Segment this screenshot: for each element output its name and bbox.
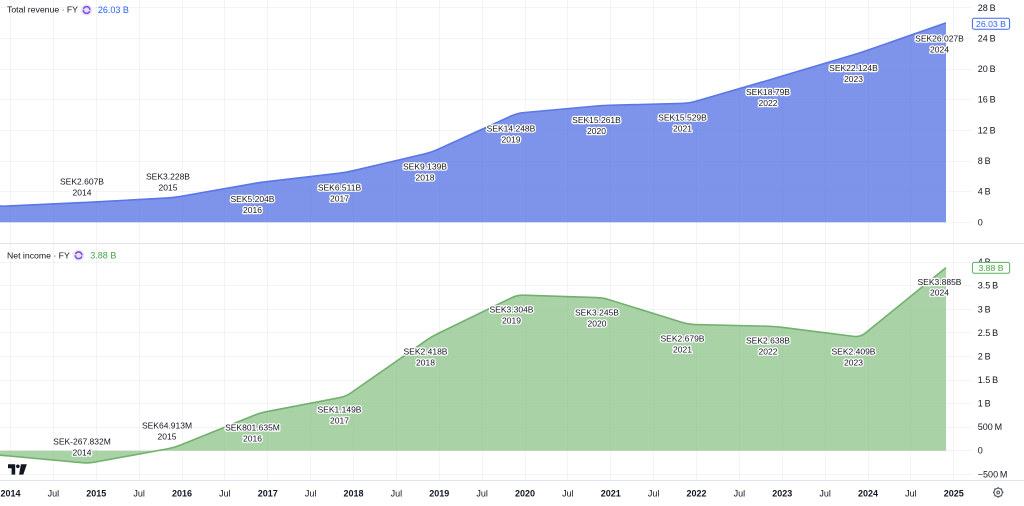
svg-text:2014: 2014 — [73, 188, 92, 198]
svg-text:2015: 2015 — [158, 432, 177, 442]
svg-text:2022: 2022 — [759, 347, 778, 357]
svg-text:SEK801.635M: SEK801.635M — [225, 423, 280, 433]
svg-text:2017: 2017 — [330, 416, 349, 426]
svg-text:Jul: Jul — [219, 488, 231, 498]
svg-text:SEK22.124B: SEK22.124B — [829, 63, 878, 73]
svg-text:2.5 B: 2.5 B — [978, 328, 998, 338]
svg-text:SEK5.204B: SEK5.204B — [231, 194, 275, 204]
svg-text:SEK6.511B: SEK6.511B — [318, 183, 362, 193]
svg-text:2015: 2015 — [86, 488, 106, 498]
svg-text:2019: 2019 — [502, 316, 521, 326]
svg-text:2016: 2016 — [243, 205, 262, 215]
svg-text:2018: 2018 — [416, 358, 435, 368]
svg-text:12 B: 12 B — [978, 125, 996, 135]
svg-text:2016: 2016 — [243, 434, 262, 444]
svg-text:Net income · FY: Net income · FY — [7, 250, 70, 260]
svg-text:20 B: 20 B — [978, 64, 996, 74]
svg-text:24 B: 24 B — [978, 34, 996, 44]
svg-text:SEK2.638B: SEK2.638B — [746, 336, 790, 346]
svg-text:1 B: 1 B — [978, 399, 991, 409]
svg-text:2017: 2017 — [330, 194, 349, 204]
svg-text:SEK15.529B: SEK15.529B — [658, 113, 707, 123]
svg-text:3.88 B: 3.88 B — [978, 263, 1003, 273]
svg-text:Jul: Jul — [391, 488, 403, 498]
svg-text:−500 M: −500 M — [978, 469, 1008, 479]
svg-text:SEK1.149B: SEK1.149B — [318, 405, 362, 415]
svg-text:Jul: Jul — [819, 488, 831, 498]
svg-text:500 M: 500 M — [978, 422, 1002, 432]
svg-text:2024: 2024 — [930, 288, 949, 298]
svg-text:2022: 2022 — [759, 98, 778, 108]
svg-text:8 B: 8 B — [978, 156, 991, 166]
svg-text:2018: 2018 — [416, 173, 435, 183]
svg-text:1.5 B: 1.5 B — [978, 375, 998, 385]
svg-text:4 B: 4 B — [978, 187, 991, 197]
svg-text:SEK3.228B: SEK3.228B — [146, 172, 190, 182]
svg-text:2023: 2023 — [844, 358, 863, 368]
svg-text:Jul: Jul — [305, 488, 317, 498]
svg-text:2014: 2014 — [73, 448, 92, 458]
svg-text:SEK2.409B: SEK2.409B — [832, 347, 876, 357]
svg-text:SEK2.607B: SEK2.607B — [60, 177, 104, 187]
svg-text:SEK-267.832M: SEK-267.832M — [53, 437, 111, 447]
svg-text:SEK2.679B: SEK2.679B — [661, 334, 705, 344]
svg-text:3.88 B: 3.88 B — [90, 251, 116, 261]
svg-text:Jul: Jul — [562, 488, 574, 498]
svg-text:3 B: 3 B — [978, 304, 991, 314]
svg-text:2019: 2019 — [502, 135, 521, 145]
svg-text:Total revenue · FY: Total revenue · FY — [7, 5, 78, 15]
svg-text:2025: 2025 — [944, 488, 964, 498]
svg-text:SEK15.261B: SEK15.261B — [572, 115, 621, 125]
svg-text:SEK64.913M: SEK64.913M — [142, 421, 192, 431]
svg-text:2021: 2021 — [673, 345, 692, 355]
svg-text:SEK3.304B: SEK3.304B — [490, 305, 534, 315]
svg-text:Jul: Jul — [648, 488, 660, 498]
svg-text:2015: 2015 — [159, 183, 178, 193]
svg-text:26.03 B: 26.03 B — [98, 5, 129, 15]
svg-text:26.03 B: 26.03 B — [976, 19, 1006, 29]
svg-text:16 B: 16 B — [978, 95, 996, 105]
svg-text:2024: 2024 — [930, 45, 949, 55]
svg-text:28 B: 28 B — [978, 3, 996, 13]
svg-text:0: 0 — [978, 446, 983, 456]
svg-text:0: 0 — [978, 217, 983, 227]
svg-text:SEK14.248B: SEK14.248B — [487, 124, 536, 134]
svg-text:2021: 2021 — [673, 124, 692, 134]
svg-text:2023: 2023 — [844, 74, 863, 84]
svg-text:SEK26.027B: SEK26.027B — [915, 34, 964, 44]
svg-text:2019: 2019 — [429, 488, 449, 498]
svg-text:Jul: Jul — [905, 488, 917, 498]
svg-text:SEK9.139B: SEK9.139B — [403, 162, 447, 172]
svg-text:SEK2.418B: SEK2.418B — [404, 347, 448, 357]
svg-text:2018: 2018 — [343, 488, 363, 498]
svg-text:2016: 2016 — [172, 488, 192, 498]
svg-text:2024: 2024 — [858, 488, 878, 498]
svg-text:2020: 2020 — [587, 126, 606, 136]
svg-text:Jul: Jul — [476, 488, 488, 498]
svg-text:SEK18.79B: SEK18.79B — [746, 87, 790, 97]
svg-text:Jul: Jul — [48, 488, 60, 498]
svg-text:2022: 2022 — [686, 488, 706, 498]
svg-text:2014: 2014 — [0, 488, 20, 498]
svg-text:SEK3.885B: SEK3.885B — [918, 277, 962, 287]
svg-text:2017: 2017 — [258, 488, 278, 498]
svg-text:2023: 2023 — [772, 488, 792, 498]
svg-text:2020: 2020 — [588, 319, 607, 329]
svg-text:2020: 2020 — [515, 488, 535, 498]
svg-text:SEK3.245B: SEK3.245B — [575, 308, 619, 318]
svg-text:Jul: Jul — [734, 488, 746, 498]
svg-text:Jul: Jul — [133, 488, 145, 498]
svg-text:2021: 2021 — [601, 488, 621, 498]
svg-text:3.5 B: 3.5 B — [978, 281, 998, 291]
svg-text:2 B: 2 B — [978, 351, 991, 361]
